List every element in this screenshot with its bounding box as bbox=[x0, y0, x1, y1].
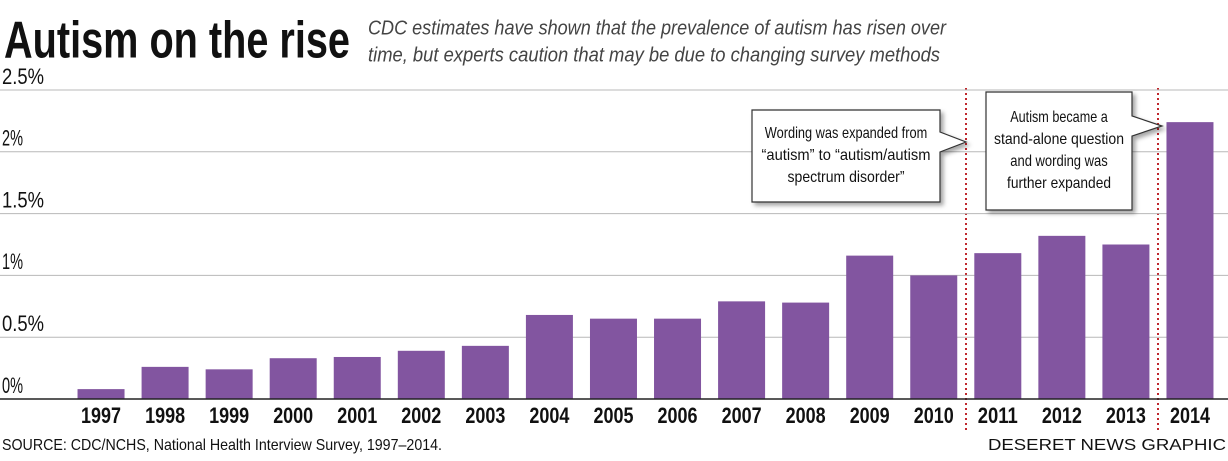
bar bbox=[525, 314, 573, 399]
subtitle: time, but experts caution that may be du… bbox=[368, 44, 940, 66]
y-tick-label: 1% bbox=[2, 249, 23, 274]
bar bbox=[141, 366, 189, 399]
bar bbox=[1038, 235, 1086, 399]
y-tick-label: 2.5% bbox=[2, 64, 44, 89]
bar bbox=[1166, 122, 1214, 400]
x-tick-label: 2010 bbox=[914, 403, 954, 428]
x-tick-label: 2012 bbox=[1042, 403, 1082, 428]
y-tick-label: 0% bbox=[2, 373, 23, 398]
annotation: stand-alone question bbox=[994, 131, 1124, 148]
y-tick-label: 0.5% bbox=[2, 311, 44, 336]
x-tick-label: 2011 bbox=[978, 403, 1018, 428]
x-tick-label: 2007 bbox=[722, 403, 762, 428]
x-tick-label: 2013 bbox=[1106, 403, 1146, 428]
y-tick-label: 2% bbox=[2, 126, 23, 151]
bar bbox=[910, 275, 958, 399]
bar bbox=[974, 253, 1022, 399]
bar bbox=[205, 369, 253, 399]
bar bbox=[333, 356, 381, 399]
annotation: Autism became a bbox=[1010, 109, 1108, 126]
callout bbox=[985, 91, 1164, 211]
bar bbox=[654, 318, 702, 399]
x-tick-label: 2014 bbox=[1170, 403, 1211, 428]
x-tick-label: 1999 bbox=[209, 403, 249, 428]
x-tick-label: 2008 bbox=[786, 403, 826, 428]
bar bbox=[782, 302, 830, 399]
x-tick-label: 2001 bbox=[337, 403, 377, 428]
bar bbox=[589, 318, 637, 399]
annotation: Wording was expanded from bbox=[765, 125, 928, 142]
bar bbox=[269, 358, 317, 399]
chart-title: Autism on the rise bbox=[4, 12, 350, 70]
x-tick-label: 2000 bbox=[273, 403, 313, 428]
x-tick-label: 1997 bbox=[81, 403, 121, 428]
subtitle: CDC estimates have shown that the preval… bbox=[368, 17, 947, 39]
credit: DESERET NEWS GRAPHIC bbox=[988, 437, 1226, 454]
annotation: and wording was bbox=[1010, 153, 1108, 170]
x-tick-label: 2009 bbox=[850, 403, 890, 428]
callout-box bbox=[751, 109, 968, 203]
bar bbox=[461, 345, 509, 399]
bar bbox=[77, 389, 125, 399]
bar bbox=[1102, 244, 1150, 399]
callout bbox=[751, 109, 968, 203]
annotation: further expanded bbox=[1007, 175, 1111, 192]
bar bbox=[397, 350, 445, 399]
annotation: spectrum disorder” bbox=[788, 169, 905, 186]
x-tick-label: 2004 bbox=[529, 403, 570, 428]
x-tick-label: 2005 bbox=[593, 403, 633, 428]
x-tick-label: 2003 bbox=[465, 403, 505, 428]
bar bbox=[846, 255, 894, 399]
callout-box bbox=[985, 91, 1164, 211]
source: SOURCE: CDC/NCHS, National Health Interv… bbox=[2, 437, 442, 454]
x-tick-label: 2002 bbox=[401, 403, 441, 428]
x-tick-label: 2006 bbox=[658, 403, 698, 428]
bar bbox=[718, 301, 766, 399]
x-tick-label: 1998 bbox=[145, 403, 185, 428]
y-tick-label: 1.5% bbox=[2, 187, 44, 212]
annotation: “autism” to “autism/autism bbox=[762, 147, 931, 164]
